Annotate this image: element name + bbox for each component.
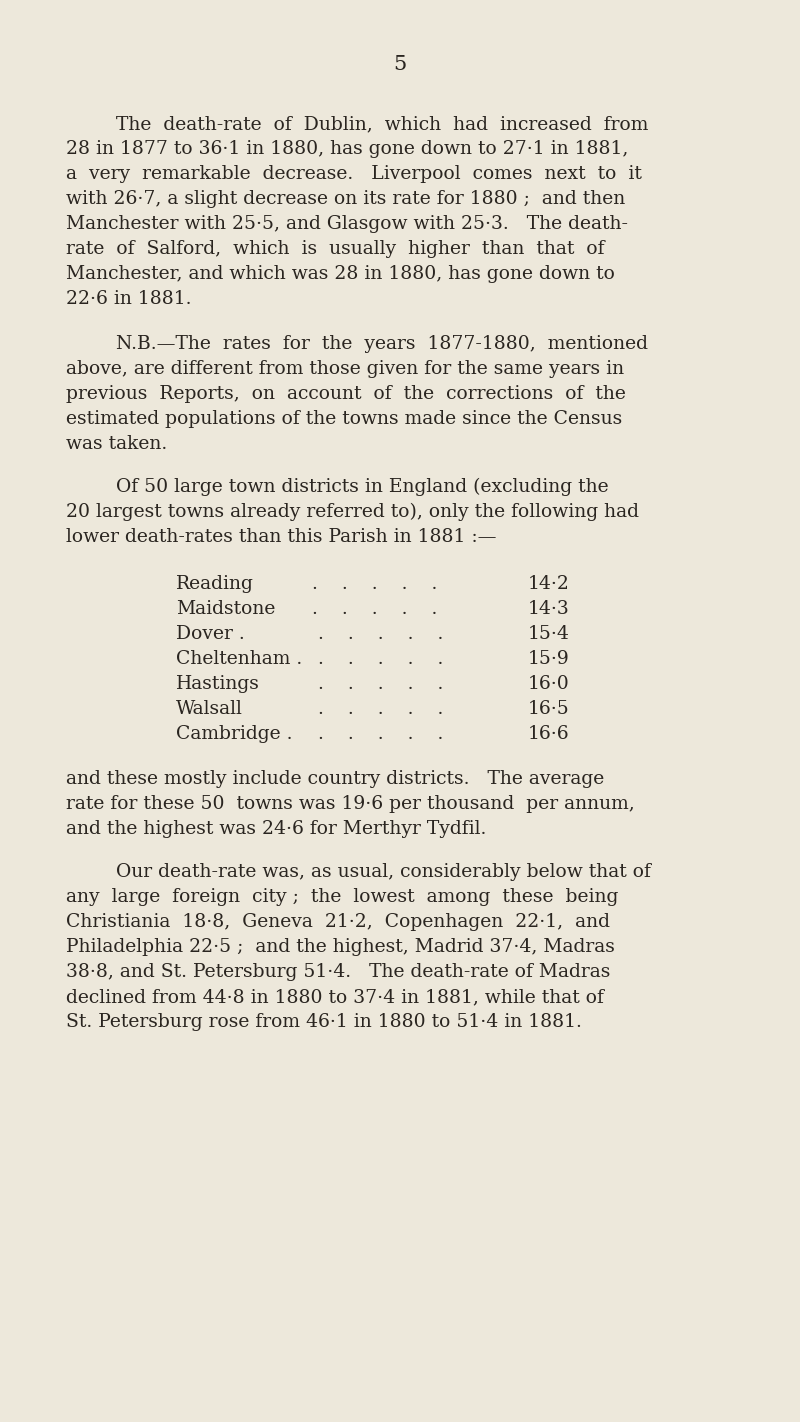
Text: 22·6 in 1881.: 22·6 in 1881. (66, 290, 191, 309)
Text: 28 in 1877 to 36·1 in 1880, has gone down to 27·1 in 1881,: 28 in 1877 to 36·1 in 1880, has gone dow… (66, 139, 628, 158)
Text: 20 largest towns already referred to), only the following had: 20 largest towns already referred to), o… (66, 503, 638, 522)
Text: .    .    .    .    .: . . . . . (300, 600, 438, 619)
Text: with 26·7, a slight decrease on its rate for 1880 ;  and then: with 26·7, a slight decrease on its rate… (66, 191, 625, 208)
Text: Christiania  18·8,  Geneva  21·2,  Copenhagen  22·1,  and: Christiania 18·8, Geneva 21·2, Copenhage… (66, 913, 610, 931)
Text: 16·6: 16·6 (528, 725, 570, 744)
Text: 15·4: 15·4 (528, 626, 570, 643)
Text: Reading: Reading (176, 574, 254, 593)
Text: Manchester, and which was 28 in 1880, has gone down to: Manchester, and which was 28 in 1880, ha… (66, 264, 614, 283)
Text: St. Petersburg rose from 46·1 in 1880 to 51·4 in 1881.: St. Petersburg rose from 46·1 in 1880 to… (66, 1012, 582, 1031)
Text: .    .    .    .    .: . . . . . (300, 650, 443, 668)
Text: Philadelphia 22·5 ;  and the highest, Madrid 37·4, Madras: Philadelphia 22·5 ; and the highest, Mad… (66, 939, 614, 956)
Text: was taken.: was taken. (66, 435, 167, 454)
Text: declined from 44·8 in 1880 to 37·4 in 1881, while that of: declined from 44·8 in 1880 to 37·4 in 18… (66, 988, 603, 1005)
Text: Hastings: Hastings (176, 675, 260, 693)
Text: .    .    .    .    .: . . . . . (300, 700, 443, 718)
Text: The  death-rate  of  Dublin,  which  had  increased  from: The death-rate of Dublin, which had incr… (116, 115, 648, 134)
Text: any  large  foreign  city ;  the  lowest  among  these  being: any large foreign city ; the lowest amon… (66, 887, 618, 906)
Text: Cheltenham .: Cheltenham . (176, 650, 302, 668)
Text: rate  of  Salford,  which  is  usually  higher  than  that  of: rate of Salford, which is usually higher… (66, 240, 604, 257)
Text: 14·3: 14·3 (528, 600, 570, 619)
Text: above, are different from those given for the same years in: above, are different from those given fo… (66, 360, 624, 378)
Text: lower death-rates than this Parish in 1881 :—: lower death-rates than this Parish in 18… (66, 528, 496, 546)
Text: Of 50 large town districts in England (excluding the: Of 50 large town districts in England (e… (116, 478, 609, 496)
Text: a  very  remarkable  decrease.   Liverpool  comes  next  to  it: a very remarkable decrease. Liverpool co… (66, 165, 642, 183)
Text: Our death-rate was, as usual, considerably below that of: Our death-rate was, as usual, considerab… (116, 863, 651, 882)
Text: previous  Reports,  on  account  of  the  corrections  of  the: previous Reports, on account of the corr… (66, 385, 626, 402)
Text: and the highest was 24·6 for Merthyr Tydfil.: and the highest was 24·6 for Merthyr Tyd… (66, 820, 486, 838)
Text: .    .    .    .    .: . . . . . (300, 725, 443, 744)
Text: rate for these 50  towns was 19·6 per thousand  per annum,: rate for these 50 towns was 19·6 per tho… (66, 795, 634, 813)
Text: estimated populations of the towns made since the Census: estimated populations of the towns made … (66, 410, 622, 428)
Text: .    .    .    .    .: . . . . . (300, 574, 438, 593)
Text: 16·5: 16·5 (528, 700, 570, 718)
Text: Cambridge .: Cambridge . (176, 725, 293, 744)
Text: Walsall: Walsall (176, 700, 243, 718)
Text: 15·9: 15·9 (528, 650, 570, 668)
Text: 14·2: 14·2 (528, 574, 570, 593)
Text: .    .    .    .    .: . . . . . (300, 675, 443, 693)
Text: N.B.—The  rates  for  the  years  1877-1880,  mentioned: N.B.—The rates for the years 1877-1880, … (116, 336, 648, 353)
Text: 16·0: 16·0 (528, 675, 570, 693)
Text: Maidstone: Maidstone (176, 600, 275, 619)
Text: and these mostly include country districts.   The average: and these mostly include country distric… (66, 769, 604, 788)
Text: Manchester with 25·5, and Glasgow with 25·3.   The death-: Manchester with 25·5, and Glasgow with 2… (66, 215, 628, 233)
Text: Dover .: Dover . (176, 626, 245, 643)
Text: .    .    .    .    .: . . . . . (300, 626, 443, 643)
Text: 5: 5 (394, 55, 406, 74)
Text: 38·8, and St. Petersburg 51·4.   The death-rate of Madras: 38·8, and St. Petersburg 51·4. The death… (66, 963, 610, 981)
